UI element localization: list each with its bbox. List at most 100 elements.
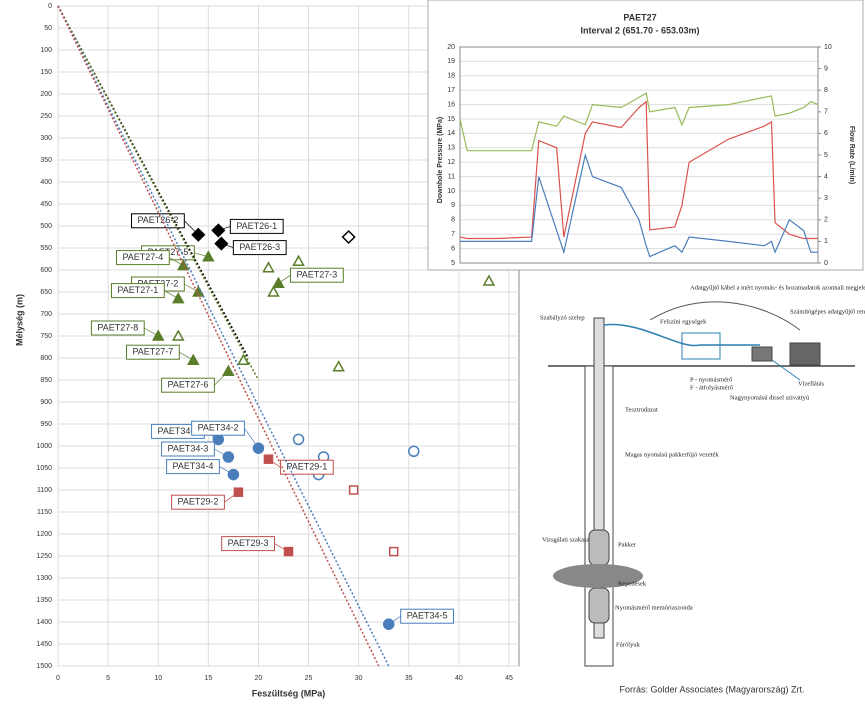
y-tick-label: 50 (44, 25, 52, 32)
diagram-label: Felszíni egységek (660, 318, 707, 325)
y-tick-label: 200 (40, 91, 52, 98)
y2-tick-label: 6 (824, 130, 828, 137)
y-tick-label: 1500 (36, 663, 52, 670)
y-tick-label: 1400 (36, 619, 52, 626)
y2-tick-label: 7 (824, 109, 828, 116)
y-tick-label: 1100 (37, 487, 52, 494)
inset-background (428, 0, 863, 270)
point-label: PAET27-7 (132, 347, 173, 357)
y-tick-label: 17 (447, 87, 455, 94)
diagram-label: Vízellátás (798, 380, 824, 387)
diagram-label: Fúrólyuk (616, 641, 641, 648)
source-caption: Forrás: Golder Associates (Magyarország)… (619, 684, 804, 694)
point-label: PAET27-1 (117, 285, 158, 295)
x-tick-label: 30 (355, 675, 363, 682)
borehole-diagram (548, 302, 855, 666)
y-tick-label: 13 (447, 145, 455, 152)
diagram-label: Vizsgálati szakasz (542, 536, 590, 543)
y2-tick-label: 8 (824, 87, 828, 94)
y-tick-label: 900 (40, 399, 52, 406)
point-label: PAET34-4 (173, 461, 214, 471)
diagram-label: Magas nyomású pakkerfújó vezeték (625, 451, 719, 458)
y-tick-label: 15 (447, 116, 455, 123)
y-tick-label: 1350 (36, 597, 52, 604)
point-label: PAET27-4 (122, 252, 163, 262)
point-label: PAET29-2 (178, 497, 219, 507)
y2-axis-label: Flow Rate (L/min) (848, 126, 855, 184)
point-label: PAET26-1 (236, 221, 277, 231)
y-tick-label: 0 (48, 3, 52, 10)
point-label: PAET29-1 (286, 462, 327, 472)
y2-tick-label: 2 (824, 217, 828, 224)
x-tick-label: 0 (56, 675, 60, 682)
y-tick-label: 1050 (36, 465, 52, 472)
y-tick-label: 19 (447, 58, 455, 65)
diagram-label: Szabályzó szelep (540, 314, 585, 321)
inset-title: PAET27 (623, 12, 656, 22)
y2-tick-label: 5 (824, 152, 828, 159)
y-tick-label: 7 (451, 231, 455, 238)
y-tick-label: 8 (451, 217, 455, 224)
x-axis-label: Feszültség (MPa) (252, 688, 326, 698)
x-tick-label: 35 (405, 675, 413, 682)
x-tick-label: 40 (455, 675, 463, 682)
y-tick-label: 20 (447, 44, 455, 51)
y-tick-label: 400 (40, 179, 52, 186)
diagram-label: F - átfolyásmérő (690, 384, 733, 391)
y-tick-label: 800 (40, 355, 52, 362)
marker (350, 486, 358, 494)
figure: 0501001502002503003504004505005506006507… (0, 0, 865, 704)
y-tick-label: 12 (447, 159, 455, 166)
inset-subtitle: Interval 2 (651.70 - 653.03m) (580, 25, 699, 35)
y-tick-label: 500 (40, 223, 52, 230)
y-tick-label: 350 (40, 157, 52, 164)
y-tick-label: 9 (451, 202, 455, 209)
diagram-label: Nyomásmérő memóriaszonda (615, 604, 693, 611)
diagram-label: Repedések (618, 580, 647, 587)
y-tick-label: 950 (40, 421, 52, 428)
y-tick-label: 5 (451, 260, 455, 267)
y-tick-label: 1250 (36, 553, 52, 560)
y-tick-label: 18 (447, 73, 455, 80)
y-tick-label: 650 (40, 289, 52, 296)
x-tick-label: 15 (204, 675, 212, 682)
x-tick-label: 20 (255, 675, 263, 682)
y-axis-label: Mélység (m) (14, 294, 24, 346)
y-tick-label: 1200 (36, 531, 52, 538)
marker (390, 548, 398, 556)
diagram-label: Nagynyomású dissel szivattyú (730, 394, 810, 401)
point-label: PAET26-2 (137, 215, 178, 225)
y-tick-label: 16 (447, 101, 455, 108)
y-tick-label: 750 (40, 333, 52, 340)
point-label: PAET27-3 (296, 270, 337, 280)
y-tick-label: 1300 (36, 575, 52, 582)
x-tick-label: 5 (106, 675, 110, 682)
y-tick-label: 450 (40, 201, 52, 208)
y-tick-label: 1000 (36, 443, 52, 450)
y-tick-label: 300 (40, 135, 52, 142)
y-tick-label: 10 (447, 188, 455, 195)
x-tick-label: 45 (505, 675, 513, 682)
y2-tick-label: 10 (824, 44, 832, 51)
y-tick-label: 250 (40, 113, 52, 120)
y2-tick-label: 9 (824, 65, 828, 72)
marker (294, 434, 304, 444)
point-label: PAET29-3 (228, 538, 269, 548)
point-label: PAET27-6 (168, 380, 209, 390)
point-label: PAET34-3 (168, 443, 209, 453)
y-axis-label: Downhole Pressure (MPa) (437, 117, 444, 203)
y2-tick-label: 4 (824, 173, 828, 180)
point-label: PAET27-8 (97, 322, 138, 332)
y-tick-label: 11 (448, 173, 455, 180)
x-tick-label: 25 (305, 675, 313, 682)
point-label: PAET34-5 (407, 611, 448, 621)
y-tick-label: 150 (40, 69, 52, 76)
y-tick-label: 14 (447, 130, 455, 137)
y-tick-label: 1150 (37, 509, 52, 516)
x-tick-label: 10 (154, 675, 162, 682)
diagram-label: Pakker (618, 541, 637, 548)
point-label: PAET26-3 (239, 242, 280, 252)
diagram-label: Számítógépes adatgyűjtő rendszer (790, 308, 865, 315)
y-tick-label: 6 (451, 245, 455, 252)
y-tick-label: 1450 (36, 641, 52, 648)
